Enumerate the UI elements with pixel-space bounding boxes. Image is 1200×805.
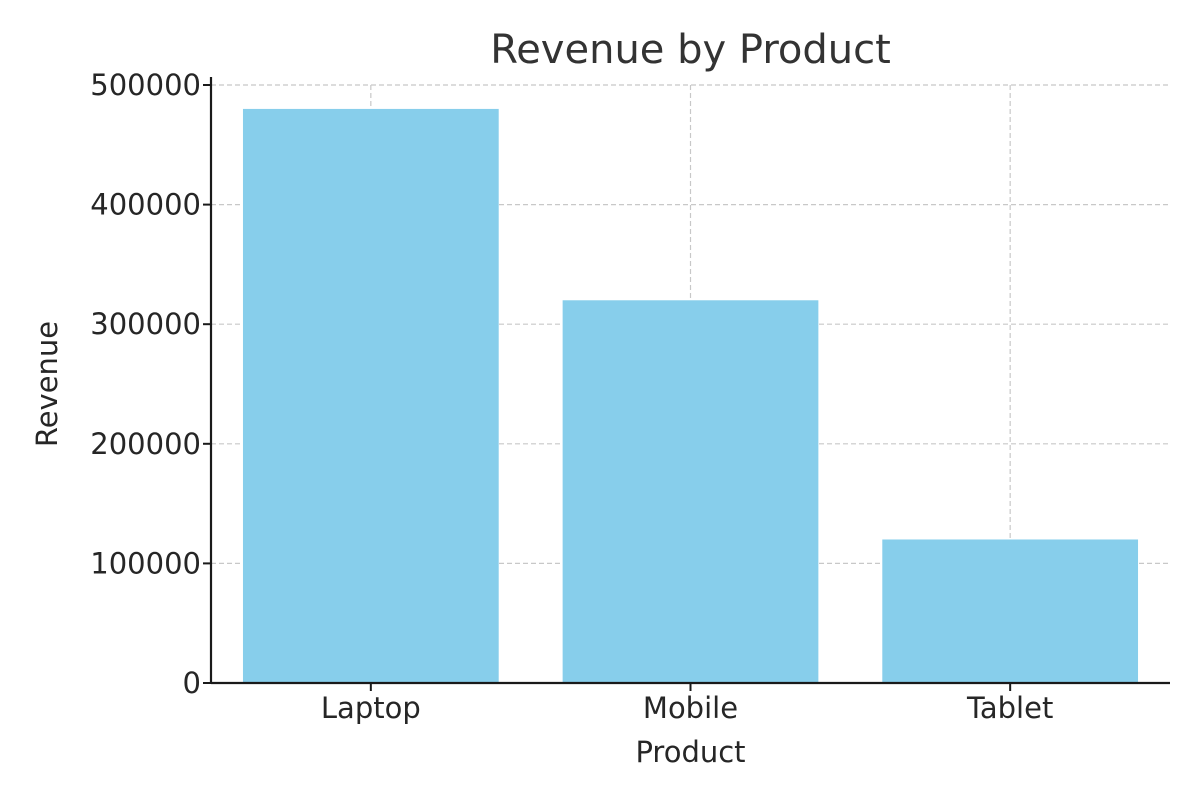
x-tick-label: Tablet xyxy=(966,691,1053,725)
bar-tablet xyxy=(882,539,1139,683)
x-tick-label: Laptop xyxy=(321,691,421,725)
y-tick-label: 0 xyxy=(183,666,201,700)
y-tick-label: 400000 xyxy=(90,188,201,222)
y-axis-label: Revenue xyxy=(30,321,64,447)
y-tick-label: 200000 xyxy=(90,427,201,461)
x-axis-label: Product xyxy=(635,735,745,769)
bars-layer xyxy=(242,108,1139,684)
y-tick-label: 500000 xyxy=(90,68,201,102)
chart-title: Revenue by Product xyxy=(490,27,891,73)
y-tick-label: 300000 xyxy=(90,307,201,341)
bar-laptop xyxy=(242,108,499,684)
bar-mobile xyxy=(562,300,819,683)
x-tick-label: Mobile xyxy=(643,691,738,725)
y-tick-label: 100000 xyxy=(90,546,201,580)
ticks-layer: 0 100000 200000 300000 400000 500000 Laptop Mob… xyxy=(90,68,1053,725)
